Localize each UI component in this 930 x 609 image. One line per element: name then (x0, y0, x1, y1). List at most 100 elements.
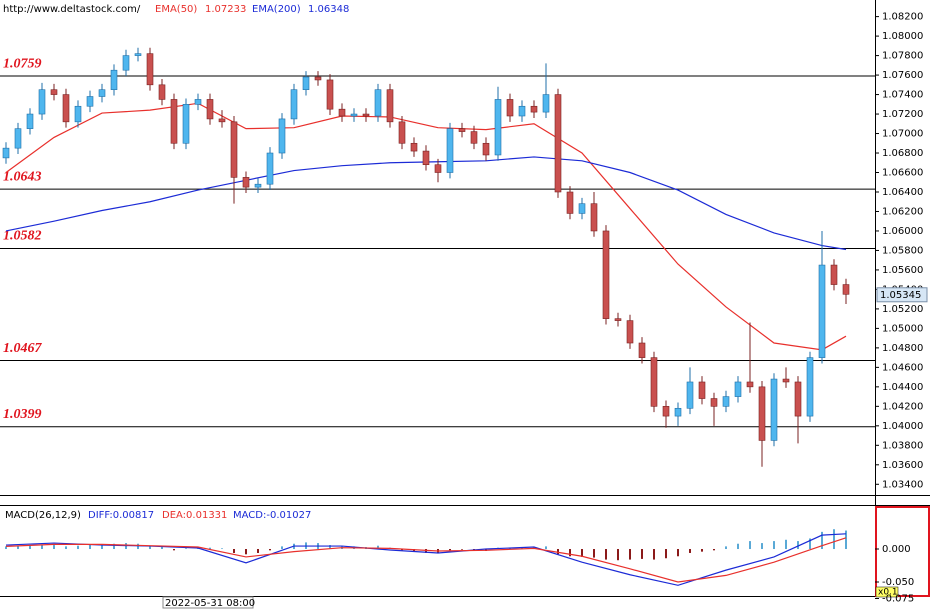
histogram-bar (809, 538, 811, 550)
candle-body (578, 203, 586, 214)
histogram-bar (329, 545, 331, 550)
candle-body (50, 89, 58, 95)
dea-label: DEA:0.01331 (162, 510, 227, 521)
candle-body (254, 183, 262, 188)
candle-body (626, 320, 634, 344)
histogram-bar (29, 545, 31, 550)
histogram-bar (17, 545, 19, 550)
candle-body (566, 191, 574, 214)
y-tick-label: 1.04800 (882, 343, 923, 354)
histogram-bar (689, 549, 691, 553)
histogram-bar (629, 549, 631, 560)
candle-body (494, 99, 502, 156)
candle-body (686, 381, 694, 409)
level-label: 1.0467 (3, 341, 43, 356)
histogram-bar (53, 545, 55, 550)
candle-body (758, 386, 766, 441)
y-tick-label: 1.03600 (882, 460, 923, 471)
candle-body (362, 113, 370, 117)
date-label: 2022-05-31 08:00 (165, 598, 255, 609)
candle-body (770, 378, 778, 441)
histogram-bar (617, 549, 619, 561)
histogram-bar (257, 549, 259, 553)
level-label: 1.0582 (3, 229, 42, 244)
candle-body (14, 128, 22, 149)
histogram-bar (425, 549, 427, 553)
candle-body (506, 99, 514, 117)
histogram-bar (65, 546, 67, 550)
candle-body (2, 147, 10, 159)
histogram-bar (785, 539, 787, 550)
candle-body (806, 357, 814, 417)
histogram-bar (701, 549, 703, 552)
histogram-bar (377, 545, 379, 550)
candle-body (170, 99, 178, 144)
histogram-bar (209, 547, 211, 550)
histogram-bar (557, 549, 559, 555)
indicator-line (5, 537, 847, 583)
y-tick-label: -0.075 (882, 593, 914, 604)
ema200-value: 1.06348 (308, 4, 349, 15)
scale-box (875, 506, 930, 597)
candle-body (230, 121, 238, 178)
candle-body (830, 264, 838, 285)
ema200-label: EMA(200) (252, 4, 301, 15)
candle-body (38, 89, 46, 115)
indicator-line (5, 102, 847, 351)
macd-title: MACD(26,12,9) (5, 510, 81, 521)
histogram-bar (149, 545, 151, 550)
histogram-bar (761, 543, 763, 550)
candle-body (338, 108, 346, 117)
y-tick-label: 1.07200 (882, 109, 923, 120)
candle-body (182, 104, 190, 144)
y-tick-label: 1.06000 (882, 226, 923, 237)
candle-body (698, 381, 706, 399)
candle-body (242, 177, 250, 188)
y-tick-label: 1.04000 (882, 421, 923, 432)
candle-body (590, 203, 598, 232)
source-url: http://www.deltastock.com/ (3, 4, 141, 15)
histogram-bar (641, 549, 643, 559)
level-label: 1.0759 (3, 56, 42, 71)
candle-body (146, 53, 154, 86)
candle-body (86, 96, 94, 107)
y-tick-label: 1.05600 (882, 265, 923, 276)
candle-body (386, 89, 394, 123)
histogram-bar (413, 549, 415, 552)
y-tick-label: -0.050 (882, 577, 914, 588)
y-tick-label: 1.07000 (882, 129, 923, 140)
histogram-bar (845, 530, 847, 550)
candle-body (650, 357, 658, 407)
candle-body (194, 99, 202, 105)
candle-body (734, 381, 742, 397)
candle-body (482, 142, 490, 156)
ema50-label: EMA(50) (155, 4, 197, 15)
candle-body (518, 105, 526, 117)
candle-body (314, 76, 322, 81)
y-tick-label: 1.03400 (882, 479, 923, 490)
macd-label: MACD:-0.01027 (233, 510, 311, 521)
histogram-bar (653, 549, 655, 560)
candle-body (398, 121, 406, 144)
y-tick-label: 1.04400 (882, 382, 923, 393)
candle-body (422, 150, 430, 166)
candle-body (530, 105, 538, 113)
candle-body (110, 69, 118, 90)
candle-body (794, 381, 802, 417)
candle-body (326, 79, 334, 110)
candle-body (470, 131, 478, 144)
level-label: 1.0399 (3, 407, 42, 422)
candle-body (302, 76, 310, 90)
candle-body (122, 55, 130, 71)
histogram-bar (725, 546, 727, 550)
histogram-bar (569, 549, 571, 557)
candle-body (782, 378, 790, 383)
candle-body (458, 128, 466, 132)
date-box (162, 596, 254, 609)
histogram-bar (281, 546, 283, 550)
candle-body (818, 264, 826, 358)
histogram-bar (737, 543, 739, 550)
candle-body (662, 406, 670, 417)
candle-body (26, 113, 34, 129)
